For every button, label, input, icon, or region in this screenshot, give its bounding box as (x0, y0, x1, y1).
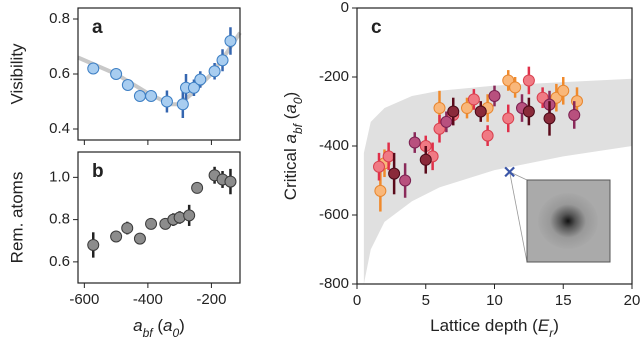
data-point (161, 96, 172, 107)
inset-connector (510, 172, 527, 262)
data-point (482, 130, 493, 141)
x-tick-label: -400 (133, 291, 163, 308)
panel-label: b (92, 161, 104, 182)
x-tick-label: 0 (353, 292, 361, 309)
data-point (374, 161, 385, 172)
data-point (523, 106, 534, 117)
data-point (122, 80, 133, 91)
data-point (217, 55, 228, 66)
data-point (468, 94, 479, 105)
data-point (510, 82, 521, 93)
data-point (489, 90, 500, 101)
y-tick-label: -400 (319, 137, 349, 154)
data-point (523, 75, 534, 86)
inset-image (527, 180, 610, 262)
y-axis-label: Rem. atoms (7, 172, 26, 264)
x-axis-label-part: ( (153, 316, 164, 335)
data-point (420, 154, 431, 165)
x-axis-label: Lattice depth (Er) (430, 316, 559, 340)
data-point (503, 113, 514, 124)
data-point (225, 176, 236, 187)
data-point (558, 85, 569, 96)
y-tick-label: -200 (319, 68, 349, 85)
y-axis-label-part: a (281, 104, 300, 113)
data-point (192, 182, 203, 193)
data-point (195, 74, 206, 85)
data-point (184, 210, 195, 221)
data-point (375, 185, 386, 196)
x-axis-label-part: Lattice depth ( (430, 316, 538, 335)
data-point (111, 231, 122, 242)
data-point (544, 113, 555, 124)
data-point (409, 137, 420, 148)
data-point (177, 99, 188, 110)
x-axis-label-part: a (133, 316, 142, 335)
panel-label: c (371, 17, 382, 38)
y-axis-label-part: Critical (281, 144, 300, 201)
data-point (475, 106, 486, 117)
y-tick-label: 0.8 (49, 10, 70, 27)
y-tick-label: -800 (319, 275, 349, 292)
x-tick-label: 10 (486, 292, 503, 309)
x-tick-label: 20 (624, 292, 641, 309)
y-tick-label: 0.4 (49, 120, 70, 137)
data-point (441, 116, 452, 127)
data-point (88, 239, 99, 250)
x-tick-label: 15 (555, 292, 572, 309)
y-tick-label: 0.6 (49, 253, 70, 270)
y-axis-label-part: ( (281, 113, 300, 124)
figure: a 0.4 0.6 0.8 Visibility b 0.6 0.8 1.0 -600 -400 -2… (0, 0, 644, 349)
x-axis-label: abf (a0) (133, 316, 185, 340)
y-tick-label: 0 (341, 0, 349, 16)
data-point (134, 91, 145, 102)
data-point (434, 103, 445, 114)
y-tick-label: 0.6 (49, 65, 70, 82)
data-point (146, 91, 157, 102)
x-axis-label-part: ) (553, 316, 559, 335)
data-point (389, 168, 400, 179)
data-point (225, 36, 236, 47)
data-point (448, 106, 459, 117)
data-point (122, 223, 133, 234)
x-tick-label: -600 (69, 291, 99, 308)
x-axis-label-part: ) (179, 316, 185, 335)
y-axis-label-part: a (281, 134, 300, 143)
data-point (146, 218, 157, 229)
y-tick-label: 0.8 (49, 211, 70, 228)
x-axis-label-part: a (163, 316, 172, 335)
y-axis-label: Critical abf (a0) (281, 92, 305, 200)
data-point (88, 63, 99, 74)
panel-label: a (92, 17, 103, 38)
y-axis-label: Visibility (7, 43, 26, 105)
x-tick-label: -200 (196, 291, 226, 308)
y-tick-label: 1.0 (49, 168, 70, 185)
data-point (111, 69, 122, 80)
y-tick-label: -600 (319, 206, 349, 223)
data-point (383, 151, 394, 162)
data-point (400, 175, 411, 186)
data-point (569, 109, 580, 120)
data-point (134, 233, 145, 244)
data-point (209, 66, 220, 77)
x-axis-label-part: E (538, 316, 550, 335)
y-axis-label-part: ) (281, 92, 300, 98)
x-tick-label: 5 (422, 292, 430, 309)
